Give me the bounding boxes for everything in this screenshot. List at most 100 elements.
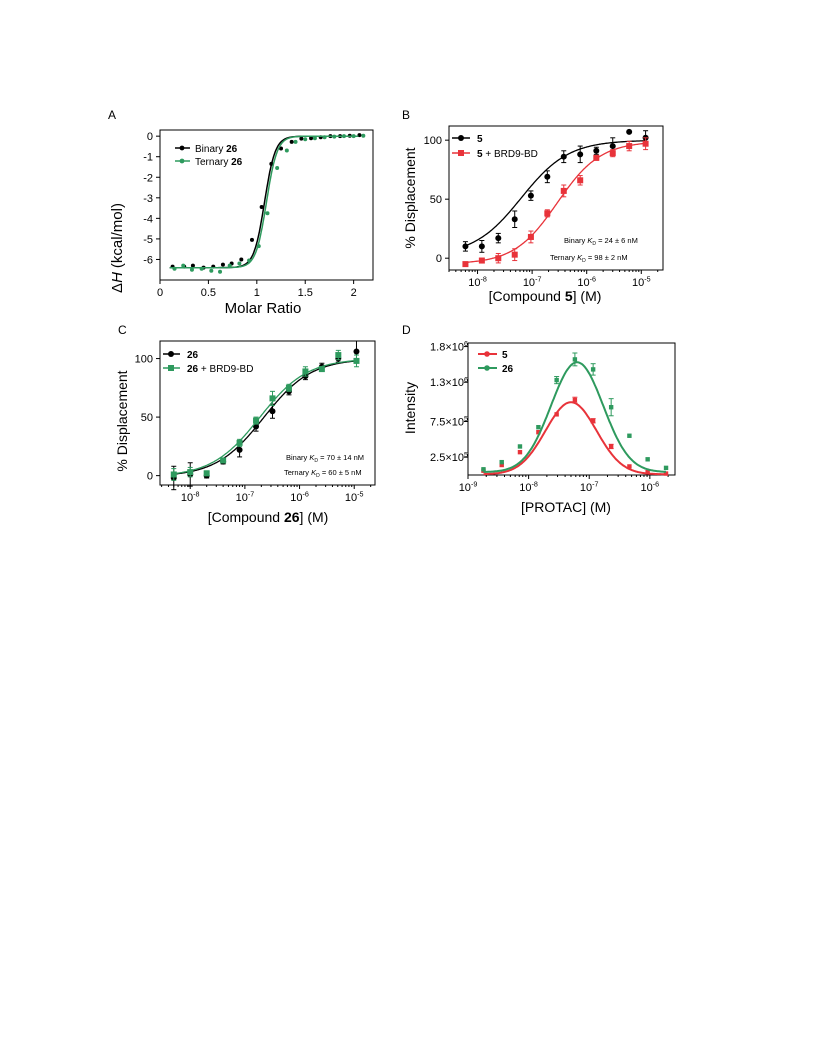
chart-a-ternary-point: [209, 268, 214, 273]
chart-c-plot-frame: [159, 340, 376, 486]
chart-d-fit-line-0: [483, 401, 666, 476]
chart-b-series-1-point: [593, 154, 600, 161]
chart-a-ternary-point: [189, 267, 194, 272]
legend-label-binary: Binary 26: [195, 144, 238, 155]
chart-c-annotation-ternary: Ternary KD = 60 ± 5 nM: [284, 468, 362, 479]
panel-letter-b: B: [402, 108, 411, 122]
chart-c-xlabel: [Compound 26] (M): [208, 509, 329, 525]
chart-a-ternary-point: [293, 139, 298, 144]
chart-a-binary-point: [289, 139, 294, 144]
chart-d-series-0-point: [645, 469, 650, 475]
legend-marker-26: [168, 351, 174, 357]
chart-a-ternary-point: [172, 266, 177, 271]
chart-a-binary-point: [249, 237, 254, 242]
chart-b-annotation-binary: Binary KD = 24 ± 6 nM: [564, 236, 638, 247]
legend-label-26: 26: [502, 364, 514, 375]
chart-a-ternary-point: [312, 136, 317, 141]
chart-b-series-1-point: [642, 140, 649, 147]
chart-a-ternary-point: [351, 134, 356, 139]
chart-b-series-0-point: [511, 216, 518, 223]
chart-a-ternary-point: [181, 263, 186, 268]
chart-c-y-tick-label: 0: [147, 471, 153, 483]
chart-d-y-tick-label: 2.5×105: [430, 451, 468, 464]
legend-marker-ternary: [179, 158, 185, 164]
chart-a-ternary-point: [227, 263, 232, 268]
chart-b-series-1-point: [609, 150, 616, 157]
legend-label-ternary: Ternary 26: [195, 157, 243, 168]
chart-d-series-0-point: [590, 418, 596, 423]
chart-b-y-tick-label: 100: [424, 135, 442, 147]
chart-a-ternary-point: [332, 134, 337, 139]
chart-b-x-tick-label: 10-6: [577, 276, 596, 289]
chart-d-series-1-point: [536, 424, 541, 430]
legend-marker-binary: [179, 145, 185, 151]
chart-a-ternary-point: [341, 134, 346, 139]
chart-b-x-tick-label: 10-8: [468, 276, 487, 289]
chart-b-plot: % Displacement [Compound 5] (M) 5 5 + BR…: [402, 125, 664, 304]
chart-d-series-1-point: [481, 467, 486, 472]
chart-a-binary-point: [190, 263, 195, 268]
chart-a-binary-point: [309, 136, 314, 141]
chart-c-y-tick-label: 100: [135, 354, 153, 366]
chart-c-series-1-point: [302, 368, 309, 375]
chart-d-y-tick-label: 1.3×106: [430, 376, 468, 389]
chart-c-series-1-point: [353, 357, 360, 364]
panel-b: B % Displacement [Compound 5] (M) 5 5 + …: [395, 100, 695, 330]
chart-a-binary-point: [269, 161, 274, 166]
chart-b-series-1-point: [626, 143, 633, 150]
legend-marker-26: [484, 365, 490, 371]
chart-b-y-tick-label: 0: [436, 253, 442, 265]
chart-b-series-0-point: [626, 128, 633, 135]
chart-b-fit-line-0: [465, 140, 646, 247]
chart-b-x-tick-label: 10-7: [523, 276, 542, 289]
panel-d: D Intensity [PROTAC] (M) 5 26 10-9 10-8 10…: [398, 318, 698, 548]
chart-a-binary-point: [239, 257, 244, 262]
chart-c-x-tick-label: 10-6: [290, 491, 309, 504]
chart-c-ylabel: % Displacement: [114, 370, 130, 471]
chart-a-y-tick-label: -5: [143, 234, 153, 246]
chart-c-series-1-point: [269, 395, 276, 402]
chart-d-series-1-point: [554, 377, 559, 383]
chart-d-series-0-point: [572, 397, 578, 403]
legend-label-26: 26: [187, 350, 199, 361]
chart-a-ylabel: ΔH(kcal/mol): [109, 203, 126, 293]
chart-c-series-1-point: [236, 439, 243, 446]
chart-d-x-tick-label: 10-8: [519, 481, 538, 494]
chart-d-series-1-point: [645, 457, 650, 462]
chart-a-binary-point: [259, 205, 264, 210]
chart-a-y-tick-label: -1: [143, 152, 153, 164]
chart-a-legend: Binary 26 Ternary 26: [175, 144, 243, 168]
chart-b-series-0-point: [478, 243, 485, 250]
chart-a-ternary-point: [218, 269, 223, 274]
chart-b-annotation-ternary: Ternary KD = 98 ± 2 nM: [550, 253, 628, 264]
chart-a-y-tick-label: -4: [143, 213, 153, 225]
chart-c-series-1-point: [203, 470, 210, 477]
panel-c: C % Displacement [Compound 26] (M) 26 26…: [110, 318, 400, 548]
chart-b-x-tick-label: 10-5: [632, 276, 651, 289]
chart-a-ternary-point: [275, 166, 280, 171]
chart-a-fit-line-binary: [169, 135, 359, 269]
chart-a-ternary-point: [247, 258, 252, 263]
chart-c-series-1-point: [285, 384, 292, 391]
chart-b-series-1-point: [495, 255, 502, 262]
chart-d-x-tick-label: 10-7: [580, 481, 599, 494]
chart-b-series-0-point: [527, 192, 534, 199]
legend-label-26-brd9: 26 + BRD9-BD: [187, 364, 253, 375]
chart-d-series-1-point: [572, 357, 578, 362]
panel-letter-c: C: [118, 323, 127, 337]
chart-c-fit-line-0: [173, 360, 357, 475]
chart-a-ternary-point: [303, 137, 308, 142]
chart-d-series-1-point: [663, 465, 669, 471]
chart-b-legend: 5 5 + BRD9-BD: [452, 134, 538, 160]
chart-d-plot-frame: [467, 342, 676, 476]
chart-c-series-1-point: [335, 352, 342, 359]
chart-c-series-1-point: [187, 469, 194, 476]
chart-d-series-0-point: [499, 462, 504, 468]
chart-a-binary-point: [279, 146, 284, 151]
chart-c-legend: 26 26 + BRD9-BD: [163, 350, 253, 375]
chart-d-series-0-point: [663, 471, 669, 476]
chart-d-x-tick-label: 10-9: [459, 481, 478, 494]
chart-a-y-tick-label: 0: [147, 131, 153, 143]
chart-d-plot: Intensity [PROTAC] (M) 5 26 10-9 10-8 10-7…: [402, 340, 676, 515]
chart-a-ternary-point: [199, 266, 204, 271]
